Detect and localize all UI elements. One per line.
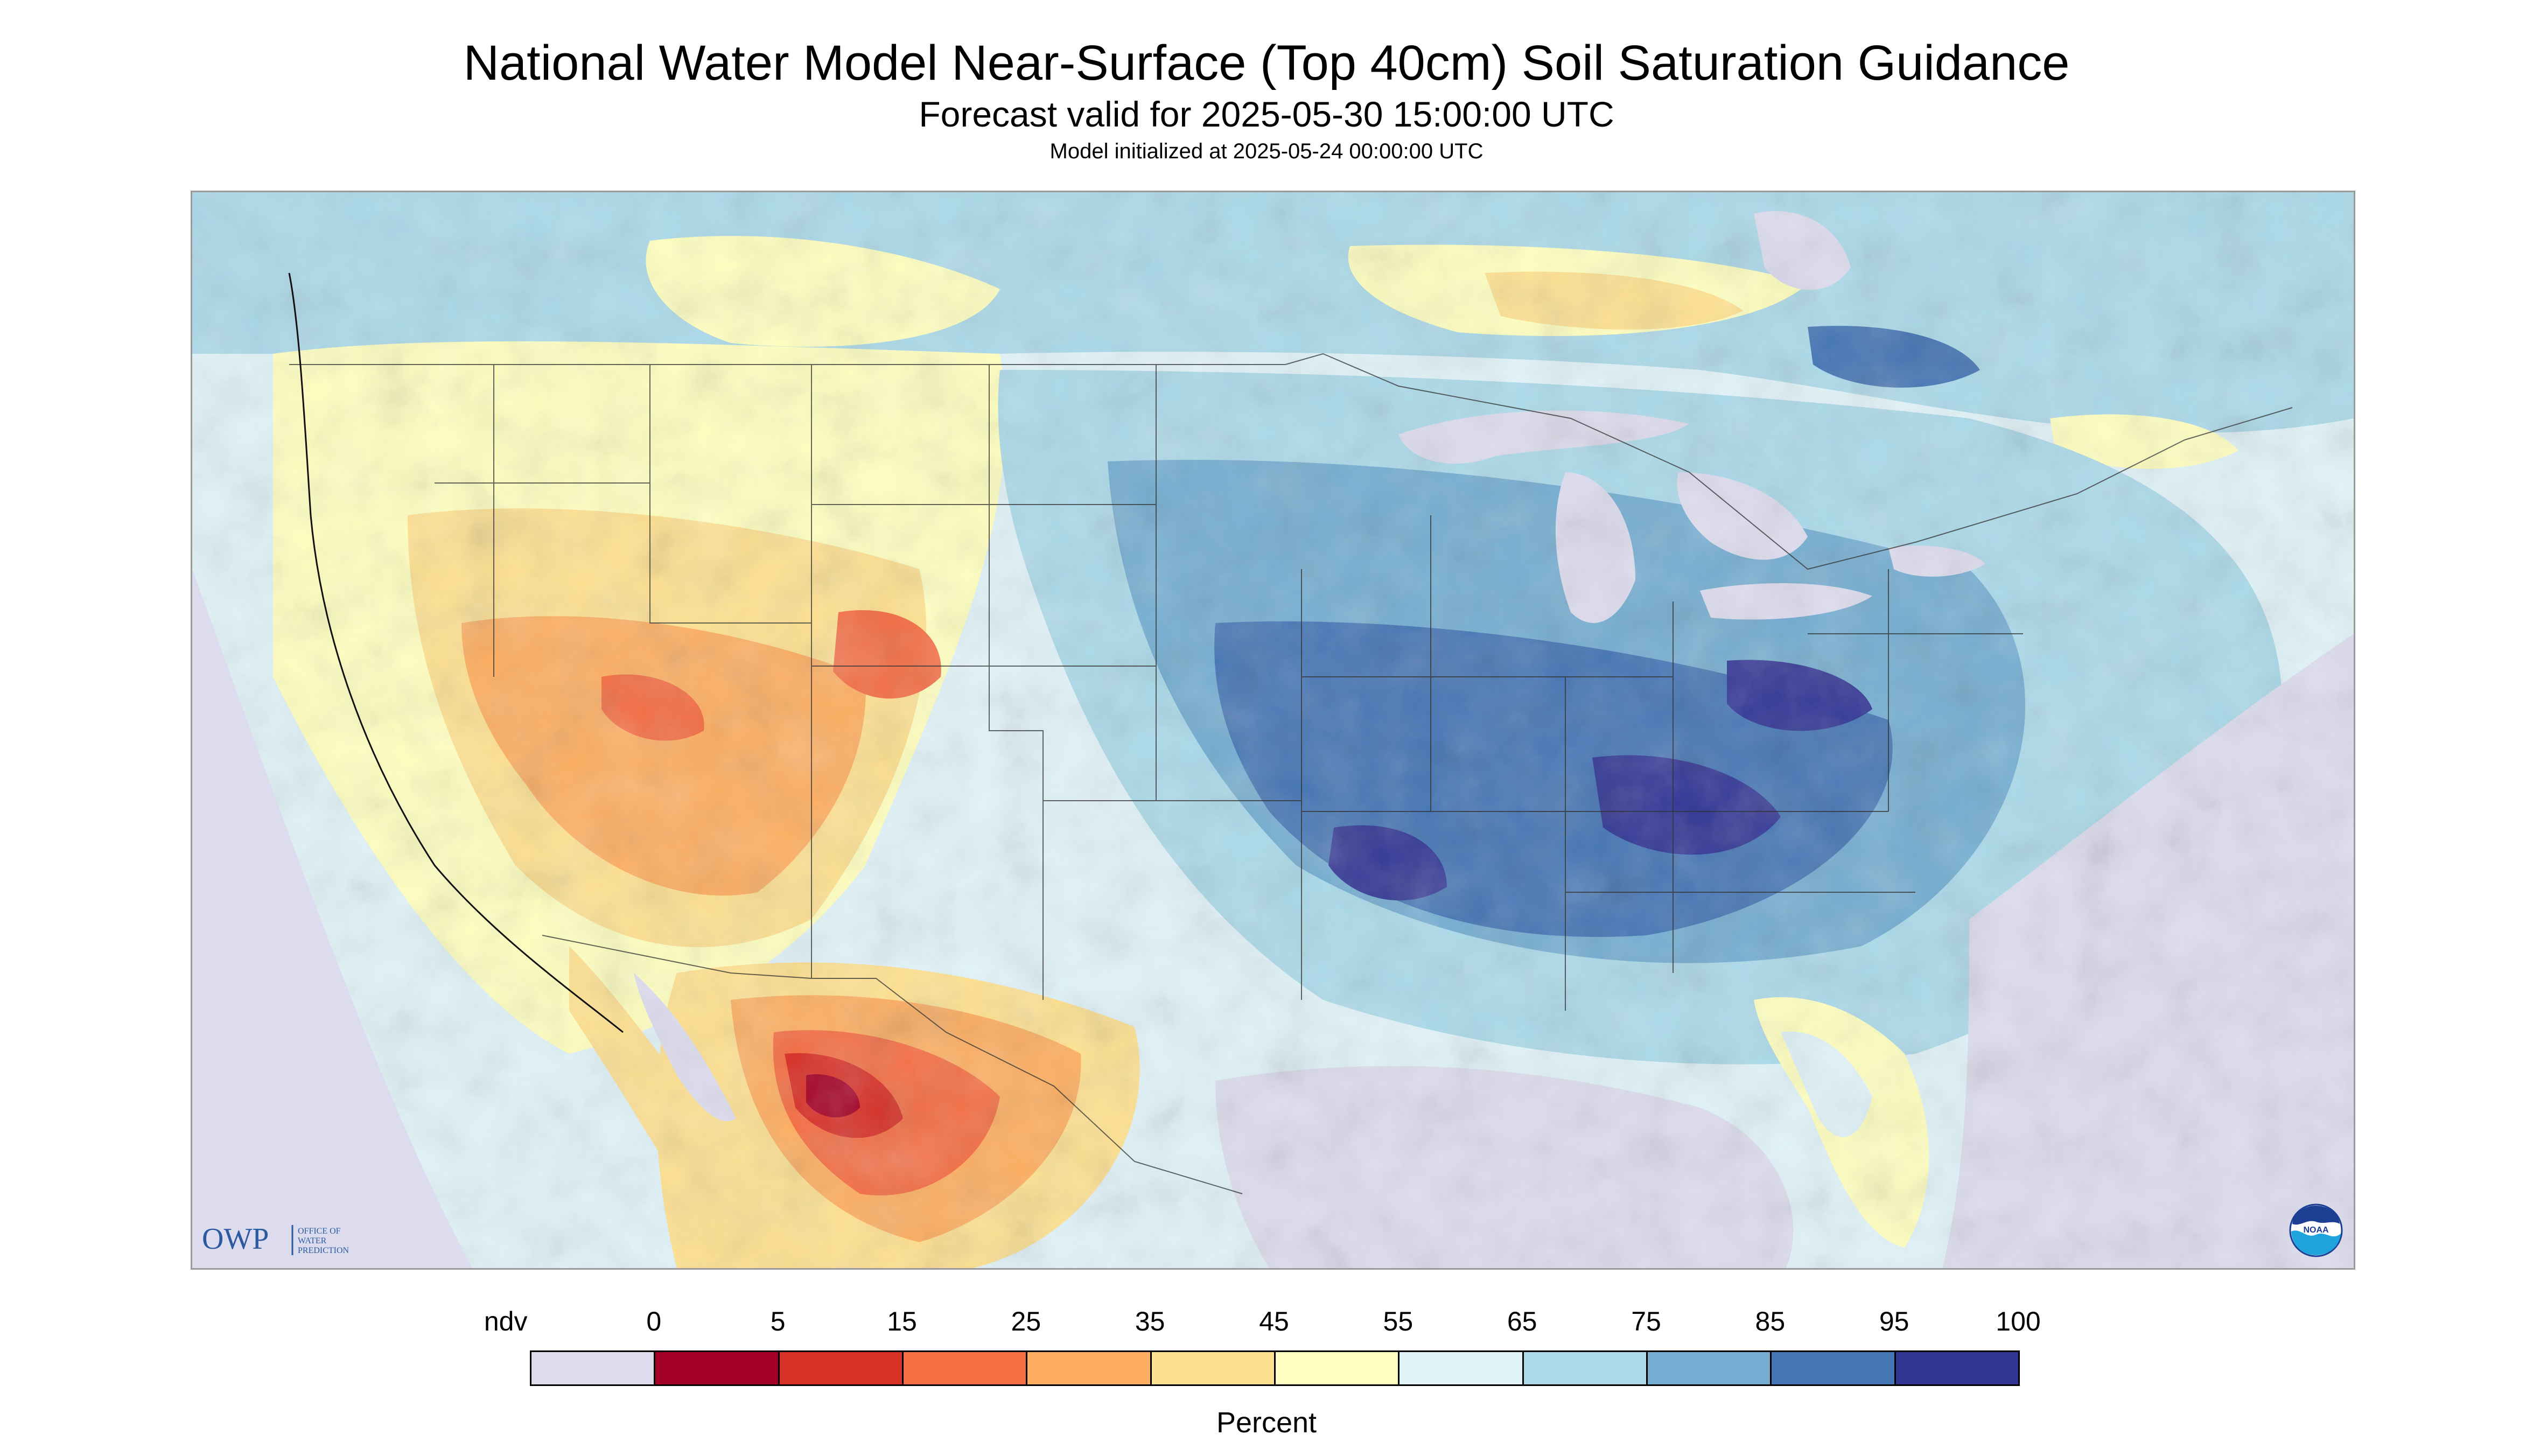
legend-swatch: [1150, 1350, 1276, 1386]
owp-mark: OWP: [202, 1222, 269, 1256]
legend-swatch: [1770, 1350, 1896, 1386]
legend-swatch: [1522, 1350, 1648, 1386]
legend-swatch: [902, 1350, 1028, 1386]
legend-label: 95: [1879, 1306, 1909, 1336]
legend-label: 5: [770, 1306, 786, 1336]
noaa-mark: NOAA: [2303, 1226, 2329, 1235]
legend-swatch: [1274, 1350, 1400, 1386]
legend-label: 0: [646, 1306, 662, 1336]
legend-label: ndv: [484, 1306, 528, 1336]
legend-unit: Percent: [1216, 1406, 1317, 1439]
legend-swatch: [1646, 1350, 1772, 1386]
legend-label: 85: [1755, 1306, 1786, 1336]
map-canvas: [192, 192, 2354, 1268]
legend-label: 35: [1135, 1306, 1165, 1336]
coastline: [288, 272, 624, 1033]
legend-label: 55: [1383, 1306, 1414, 1336]
legend-label: 45: [1259, 1306, 1289, 1336]
legend-swatch: [1894, 1350, 2020, 1386]
political-boundaries: [289, 353, 2293, 1194]
legend-label: 65: [1507, 1306, 1537, 1336]
land-area: [192, 192, 2354, 1268]
owp-text-line-3: PREDICTION: [298, 1246, 349, 1255]
legend-label: 75: [1631, 1306, 1661, 1336]
soil-saturation-map[interactable]: OWP OFFICE OF WATER PREDICTION NOAA: [191, 191, 2355, 1270]
noaa-logo: NOAA: [2289, 1203, 2343, 1257]
forecast-valid-time: Forecast valid for 2025-05-30 15:00:00 U…: [919, 94, 1614, 134]
legend-swatch: [530, 1350, 656, 1386]
owp-text-line-1: OFFICE OF: [298, 1227, 341, 1236]
owp-text-line-2: WATER: [298, 1236, 327, 1245]
legend-swatch: [778, 1350, 904, 1386]
legend-label: 25: [1011, 1306, 1041, 1336]
legend-label: 15: [887, 1306, 917, 1336]
map-title: National Water Model Near-Surface (Top 4…: [463, 36, 2070, 90]
legend-swatch: [1026, 1350, 1152, 1386]
legend-swatch: [1398, 1350, 1524, 1386]
legend-swatch: [654, 1350, 780, 1386]
model-init-time: Model initialized at 2025-05-24 00:00:00…: [1049, 139, 1484, 163]
owp-logo: OWP OFFICE OF WATER PREDICTION: [202, 1217, 374, 1261]
color-legend: Percent ndv 0 5 15 25 35 45 55 65 75 85 95 100: [0, 1292, 2533, 1454]
legend-label: 100: [1996, 1306, 2041, 1336]
